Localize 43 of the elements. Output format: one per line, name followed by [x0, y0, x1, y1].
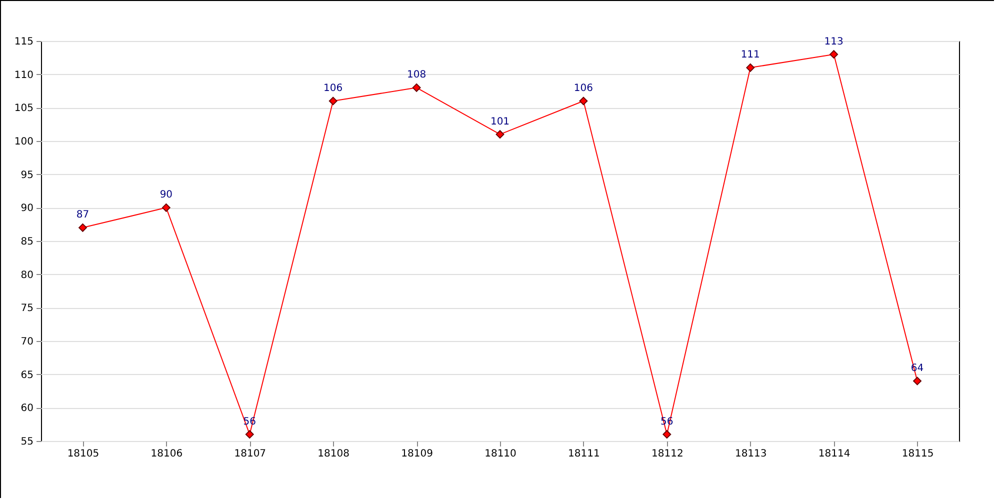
x-tick-label: 18114: [818, 448, 850, 460]
y-tick-label: 90: [20, 203, 34, 214]
point: [662, 430, 672, 439]
point: [830, 50, 838, 59]
x-tick-label: 18108: [318, 448, 350, 460]
x-tick-label: 18105: [67, 448, 100, 460]
x-tick-label: 18110: [484, 448, 516, 460]
x-tick-label: 18115: [902, 448, 934, 460]
data-label: 87: [76, 210, 90, 221]
point: [245, 430, 254, 439]
data-label: 106: [574, 83, 593, 94]
point: [162, 203, 170, 212]
y-tick-label: 85: [20, 236, 34, 248]
y-tick-label: 115: [14, 36, 34, 48]
data-label: 113: [824, 36, 844, 48]
y-tick-label: 110: [14, 70, 34, 81]
y-tick-label: 70: [20, 336, 34, 348]
point: [496, 130, 504, 139]
x-tick-label: 18109: [401, 448, 433, 460]
y-tick-label: 100: [14, 136, 34, 148]
y-tick-label: 65: [20, 370, 34, 381]
point: [412, 83, 421, 92]
y-tick-label: 75: [20, 303, 34, 314]
data-label: 108: [407, 70, 426, 81]
point: [579, 96, 588, 106]
y-tick-label: 105: [14, 103, 34, 114]
data-label: 101: [490, 116, 510, 128]
x-tick-label: 18106: [150, 448, 183, 460]
data-label: 106: [324, 83, 343, 94]
x-tick-label: 18111: [568, 448, 600, 460]
x-tick-label: 18113: [734, 448, 767, 460]
data-label: 90: [160, 190, 173, 201]
x-tick-label: 18107: [234, 448, 266, 460]
data-label: 111: [740, 50, 760, 61]
y-tick-label: 80: [20, 270, 34, 281]
point: [746, 63, 755, 72]
y-tick-label: 95: [20, 170, 34, 181]
y-tick-label: 55: [20, 436, 34, 448]
point: [78, 223, 87, 232]
x-tick-label: 18112: [652, 448, 684, 460]
point: [328, 96, 338, 106]
point: [913, 376, 922, 386]
y-tick-label: 60: [20, 403, 34, 414]
